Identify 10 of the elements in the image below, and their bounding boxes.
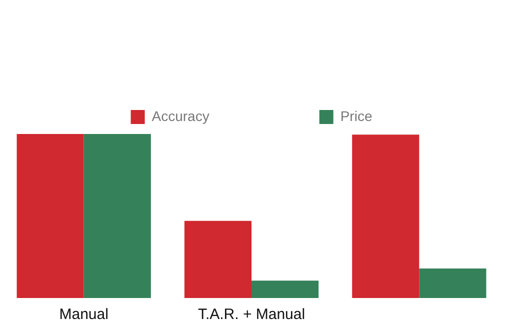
bar <box>84 134 151 298</box>
bar <box>252 280 319 298</box>
legend-label: Price <box>340 108 372 124</box>
bar <box>419 268 486 298</box>
legend-label: Accuracy <box>152 108 210 124</box>
bar <box>16 134 84 298</box>
x-tick-label: T.A.R. + Manual <box>198 306 306 324</box>
x-tick-label: Manual <box>59 306 108 324</box>
bar <box>184 220 252 298</box>
bar <box>352 134 420 298</box>
